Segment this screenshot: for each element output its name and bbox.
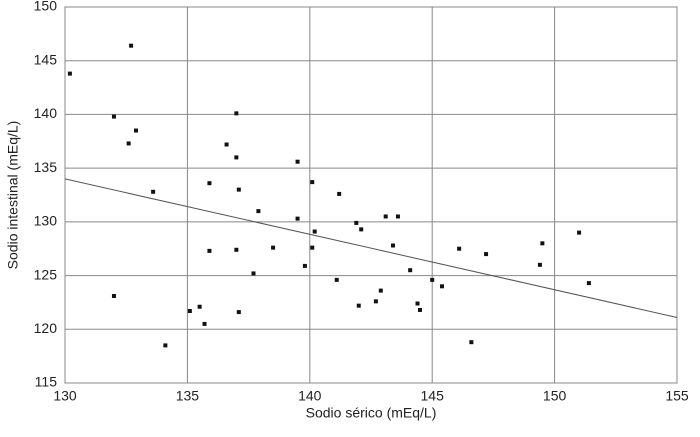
- point: [187, 309, 192, 314]
- point: [295, 216, 300, 221]
- point: [224, 142, 229, 147]
- point: [312, 229, 317, 234]
- x-tick-label: 155: [665, 388, 689, 404]
- point: [310, 245, 315, 250]
- point: [234, 155, 239, 160]
- point: [577, 230, 582, 235]
- point: [302, 263, 307, 268]
- point: [586, 281, 591, 286]
- point: [295, 159, 300, 164]
- point: [430, 277, 435, 282]
- point: [207, 248, 212, 253]
- point: [334, 277, 339, 282]
- point: [207, 181, 212, 186]
- point: [415, 301, 420, 306]
- point: [111, 293, 116, 298]
- point: [67, 71, 72, 76]
- point: [271, 245, 276, 250]
- x-tick-label: 135: [176, 388, 200, 404]
- x-tick-label: 150: [543, 388, 567, 404]
- point: [133, 128, 138, 133]
- point: [236, 187, 241, 192]
- point: [163, 343, 168, 348]
- point: [408, 268, 413, 273]
- point: [395, 214, 400, 219]
- y-tick-label: 145: [34, 51, 58, 67]
- x-tick-label: 140: [298, 388, 322, 404]
- point: [540, 241, 545, 246]
- point: [354, 220, 359, 225]
- point: [356, 303, 361, 308]
- point: [417, 307, 422, 312]
- y-tick-label: 130: [34, 213, 58, 229]
- point: [359, 227, 364, 232]
- point: [202, 321, 207, 326]
- point: [337, 191, 342, 196]
- y-tick-label: 140: [34, 105, 58, 121]
- point: [469, 340, 474, 345]
- trend-line: [64, 178, 678, 318]
- y-tick-label: 115: [35, 374, 58, 390]
- y-tick-label: 135: [34, 159, 58, 175]
- point: [251, 271, 256, 276]
- point: [256, 209, 261, 214]
- point: [439, 284, 444, 289]
- point: [310, 180, 315, 185]
- x-tick-label: 145: [421, 388, 445, 404]
- point: [391, 243, 396, 248]
- y-tick-label: 150: [34, 0, 58, 14]
- point: [111, 114, 116, 119]
- point: [234, 111, 239, 116]
- point: [484, 252, 489, 257]
- point: [126, 141, 131, 146]
- point: [378, 288, 383, 293]
- x-axis-label: Sodio sérico (mEq/L): [306, 405, 437, 421]
- y-tick-label: 125: [34, 266, 58, 282]
- point: [129, 43, 134, 48]
- x-tick-label: 130: [53, 388, 77, 404]
- point: [197, 304, 202, 309]
- point: [457, 246, 462, 251]
- point: [151, 189, 156, 194]
- point: [383, 214, 388, 219]
- y-axis-label: Sodio intestinal (mEq/L): [5, 121, 21, 270]
- point: [373, 299, 378, 304]
- plot-frame: [64, 6, 678, 384]
- y-tick-label: 120: [34, 320, 58, 336]
- point: [537, 262, 542, 267]
- point: [236, 310, 241, 315]
- point: [234, 247, 239, 252]
